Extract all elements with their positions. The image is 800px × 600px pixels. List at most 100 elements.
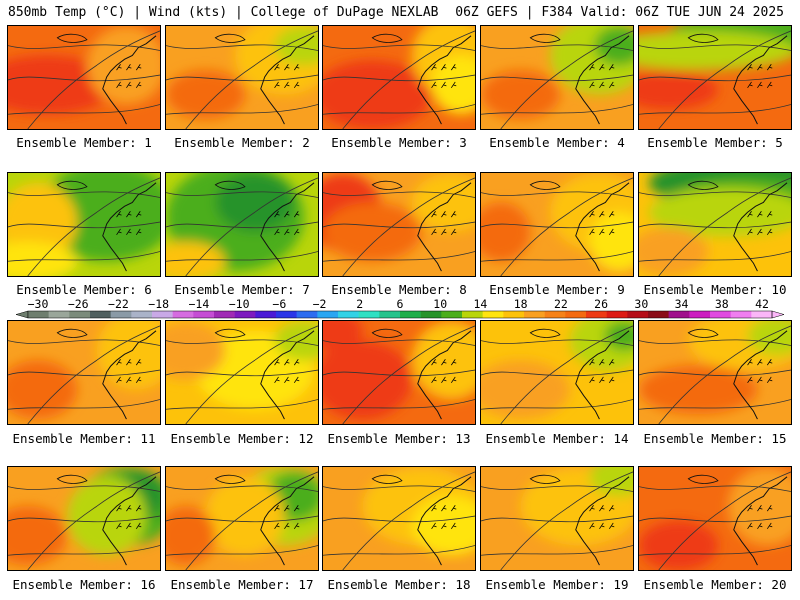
ensemble-map-panel bbox=[322, 466, 476, 571]
geopotential-contour bbox=[323, 251, 475, 262]
geopotential-contour bbox=[8, 104, 160, 115]
wind-barb bbox=[431, 522, 437, 530]
ensemble-member-label: Ensemble Member: 17 bbox=[170, 577, 314, 592]
coastline bbox=[575, 330, 630, 420]
wind-barb bbox=[293, 359, 300, 366]
geopotential-contour bbox=[639, 221, 791, 229]
colorbar-tick-label: 18 bbox=[514, 297, 528, 311]
colorbar-tick-label: 34 bbox=[675, 297, 689, 311]
wind-barb bbox=[293, 228, 300, 236]
temperature-colorbar: −30 −26 −22 −18 −14 −10 −6 −2 2 6 10 14 18 22 26 30 34 38… bbox=[15, 297, 785, 319]
wind-barb bbox=[766, 376, 773, 384]
wind-barb bbox=[293, 505, 300, 512]
lake-outline bbox=[56, 180, 88, 190]
wind-barb bbox=[116, 81, 122, 89]
geopotential-contour bbox=[481, 369, 633, 377]
wind-barb bbox=[766, 228, 773, 236]
temperature-region bbox=[323, 340, 412, 420]
geopotential-contour bbox=[481, 515, 633, 523]
temperature-field bbox=[639, 26, 791, 129]
geopotential-contour bbox=[8, 339, 160, 346]
colorbar-segment bbox=[338, 311, 359, 318]
lake-outline bbox=[529, 180, 561, 190]
temperature-region bbox=[639, 226, 709, 276]
temperature-field bbox=[8, 173, 160, 276]
wind-barb bbox=[274, 376, 280, 384]
wind-barb bbox=[589, 64, 595, 71]
ensemble-map-panel bbox=[480, 320, 634, 425]
geopotential-contour bbox=[8, 515, 160, 523]
wind-barb bbox=[589, 522, 595, 530]
lake-outline bbox=[214, 474, 246, 484]
coastline bbox=[417, 330, 472, 420]
wind-barb bbox=[441, 376, 447, 384]
geopotential-contour bbox=[166, 339, 318, 346]
ensemble-member-label: Ensemble Member: 16 bbox=[12, 577, 156, 592]
wind-barb bbox=[747, 64, 753, 71]
colorbar-tick-label: 26 bbox=[594, 297, 608, 311]
lake-outline bbox=[56, 474, 88, 484]
geopotential-contour bbox=[8, 44, 160, 51]
temperature-region bbox=[604, 321, 633, 351]
colorbar-segment bbox=[668, 311, 690, 318]
wind-barb bbox=[441, 359, 447, 366]
colorbar-tick-label: 38 bbox=[715, 297, 729, 311]
colorbar-segment bbox=[606, 311, 628, 318]
wind-barb bbox=[284, 359, 290, 366]
lake-outline bbox=[371, 474, 403, 484]
wind-barb bbox=[747, 359, 753, 366]
ensemble-map-panel bbox=[7, 466, 161, 571]
colorbar-tick-label: −26 bbox=[68, 297, 89, 311]
lake-outline bbox=[371, 328, 403, 338]
wind-barb bbox=[599, 359, 605, 366]
wind-barb bbox=[116, 376, 122, 384]
lake-outline bbox=[687, 328, 719, 338]
wind-barb bbox=[284, 376, 290, 384]
coastline bbox=[575, 476, 630, 566]
wind-barb bbox=[126, 522, 132, 530]
colorbar-segment bbox=[296, 311, 318, 318]
colorbar-segment bbox=[420, 311, 442, 318]
colorbar-tick-label: −18 bbox=[148, 297, 169, 311]
wind-barb bbox=[431, 211, 437, 218]
coastline bbox=[102, 35, 157, 125]
ensemble-member-label: Ensemble Member: 8 bbox=[331, 282, 467, 297]
geopotential-contour bbox=[166, 221, 318, 229]
geopotential-contour bbox=[323, 191, 475, 198]
temperature-field bbox=[481, 26, 633, 129]
colorbar-tick-label: −30 bbox=[28, 297, 49, 311]
colorbar-tick-label: 22 bbox=[554, 297, 568, 311]
wind-barb bbox=[274, 211, 280, 218]
geopotential-contour bbox=[166, 44, 318, 51]
wind-barb bbox=[431, 505, 437, 512]
wind-barb bbox=[126, 64, 132, 71]
colorbar-segment bbox=[214, 311, 235, 318]
wind-barb bbox=[757, 64, 763, 71]
temperature-region bbox=[166, 241, 226, 276]
colorbar-tick-label: −10 bbox=[229, 297, 250, 311]
coastline bbox=[575, 35, 630, 125]
geopotential-contour bbox=[658, 177, 791, 276]
wind-barb bbox=[135, 81, 142, 89]
wind-barb bbox=[450, 228, 457, 236]
wind-barb bbox=[293, 64, 300, 71]
wind-barb bbox=[284, 505, 290, 512]
wind-barb bbox=[135, 359, 142, 366]
colorbar-segment bbox=[648, 311, 669, 318]
geopotential-contour bbox=[481, 74, 633, 82]
wind-barb bbox=[450, 505, 457, 512]
colorbar-tick-label: 2 bbox=[356, 297, 363, 311]
lake-outline bbox=[529, 474, 561, 484]
geopotential-contour bbox=[185, 177, 318, 276]
geopotential-contour bbox=[481, 44, 633, 51]
coastline bbox=[102, 182, 157, 272]
geopotential-contour bbox=[8, 369, 160, 377]
temperature-field bbox=[323, 173, 475, 276]
geopotential-contour bbox=[8, 74, 160, 82]
wind-barb bbox=[284, 228, 290, 236]
wind-barb bbox=[747, 81, 753, 89]
colorbar-segment bbox=[152, 311, 173, 318]
geopotential-contour bbox=[481, 191, 633, 198]
coastline bbox=[733, 330, 788, 420]
wind-barb bbox=[599, 228, 605, 236]
